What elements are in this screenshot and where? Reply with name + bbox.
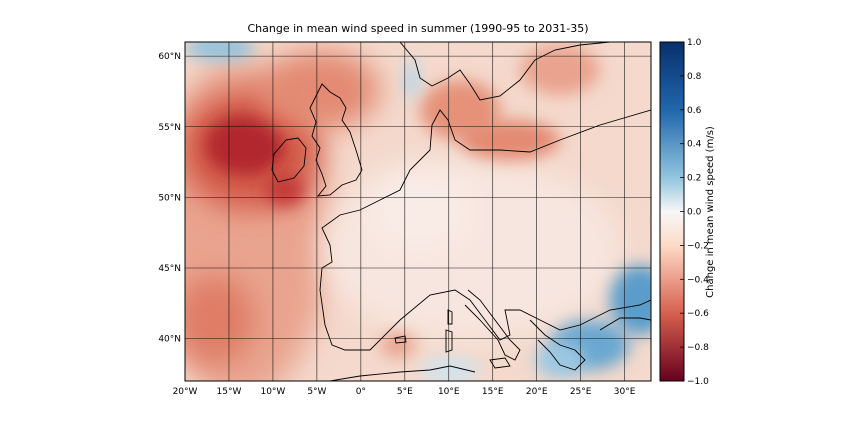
lon-tick-label: 0° bbox=[356, 387, 366, 397]
lat-tick-label: 40°N bbox=[158, 335, 181, 345]
coastline-corsica bbox=[447, 309, 453, 325]
lon-tick-label: 25°E bbox=[570, 387, 592, 397]
coastline-europe bbox=[319, 109, 651, 351]
colorbar-tick-label: 0.4 bbox=[687, 140, 702, 150]
colorbar-tick-label: 0.0 bbox=[687, 208, 702, 218]
coastline-turkey bbox=[599, 317, 651, 331]
map-title: Change in mean wind speed in summer (199… bbox=[247, 22, 589, 35]
coastline-sicily bbox=[489, 357, 511, 369]
coastline-ireland bbox=[271, 137, 307, 183]
colorbar-tick-label: 1.0 bbox=[687, 38, 702, 48]
lon-tick-label: 5°E bbox=[397, 387, 413, 397]
colorbar-label: Change in mean wind speed (m/s) bbox=[705, 126, 716, 298]
coastline-balearic bbox=[394, 335, 407, 344]
lon-tick-label: 20°W bbox=[173, 387, 198, 397]
map-frame bbox=[184, 41, 652, 382]
colorbar-tick-label: 0.2 bbox=[687, 174, 701, 184]
colorbar-tick-label: −0.6 bbox=[687, 309, 709, 319]
colorbar-tick-label: −0.2 bbox=[687, 241, 709, 251]
coastline-italy bbox=[464, 289, 521, 361]
lat-tick-label: 45°N bbox=[158, 264, 181, 274]
lon-tick-label: 30°E bbox=[614, 387, 636, 397]
coastline-north-africa bbox=[329, 365, 476, 381]
coastline-sardinia bbox=[445, 329, 453, 353]
lat-tick-label: 60°N bbox=[158, 52, 181, 62]
lon-axis: 20°W 15°W 10°W 5°W 0° 5°E 10°E 15°E 20°E 25°E 30°E bbox=[173, 387, 636, 397]
lon-tick-label: 20°E bbox=[526, 387, 548, 397]
map-field bbox=[185, 42, 651, 381]
coastlines bbox=[271, 42, 651, 381]
lat-tick-label: 50°N bbox=[158, 193, 181, 203]
colorbar-ticks: 1.0 0.8 0.6 0.4 0.2 0.0 −0.2 −0.4 −0.6 −0.8 −1.0 bbox=[680, 38, 709, 387]
colorbar-tick-label: −0.8 bbox=[687, 343, 709, 353]
lon-tick-label: 15°W bbox=[217, 387, 242, 397]
lon-tick-label: 15°E bbox=[482, 387, 504, 397]
colorbar-tick-label: −1.0 bbox=[687, 377, 709, 387]
lon-tick-label: 10°W bbox=[260, 387, 285, 397]
lon-tick-label: 5°W bbox=[307, 387, 326, 397]
lat-axis: 40°N 45°N 50°N 55°N 60°N bbox=[158, 52, 181, 345]
colorbar-tick-label: −0.4 bbox=[687, 275, 709, 285]
lat-tick-label: 55°N bbox=[158, 123, 181, 133]
colorbar-tick-label: 0.8 bbox=[687, 72, 702, 82]
colorbar-tick-label: 0.6 bbox=[687, 106, 702, 116]
coastline-scandinavia bbox=[399, 42, 611, 101]
lon-tick-label: 10°E bbox=[438, 387, 460, 397]
